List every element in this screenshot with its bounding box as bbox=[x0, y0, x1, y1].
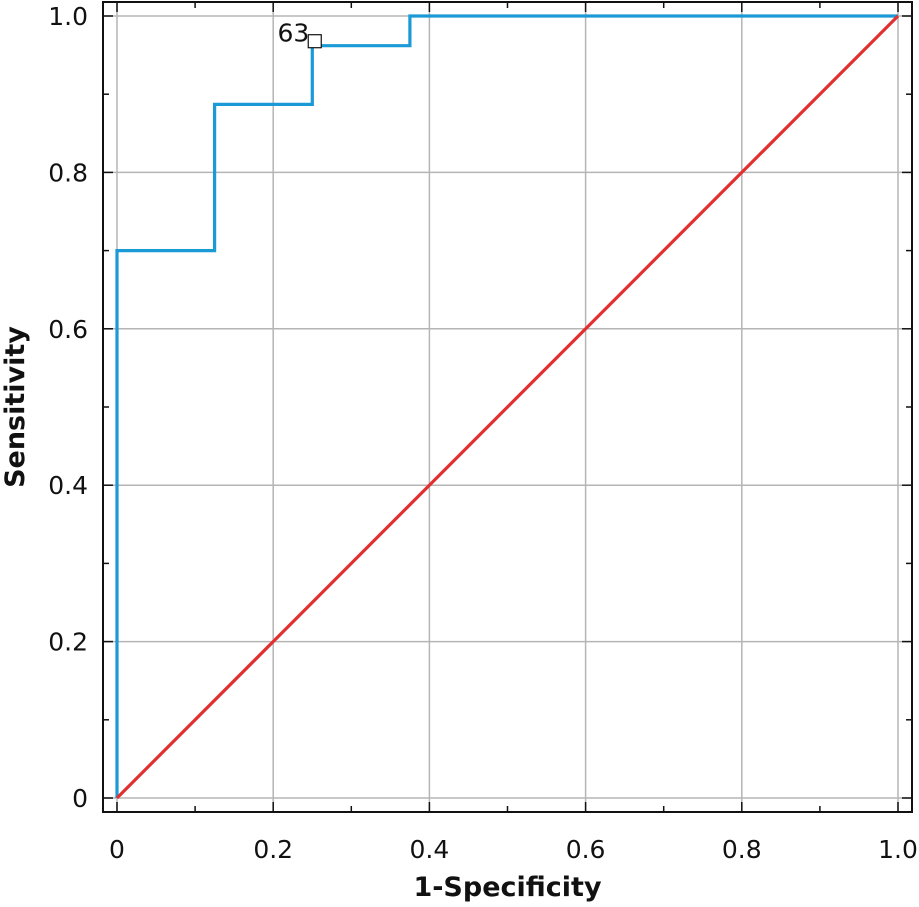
cutoff-label: 63 bbox=[277, 19, 309, 48]
plot-frame bbox=[102, 1, 913, 813]
y-tick-label: 0.2 bbox=[48, 628, 88, 657]
y-tick-labels: 0 0.2 0.4 0.6 0.8 1.0 bbox=[48, 2, 88, 813]
x-tick-label: 0.8 bbox=[722, 835, 762, 864]
y-tick-label: 0 bbox=[72, 784, 88, 813]
x-tick-labels: 0 0.2 0.4 0.6 0.8 1.0 bbox=[109, 835, 918, 864]
x-tick-label: 0.2 bbox=[253, 835, 293, 864]
x-tick-label: 0.4 bbox=[410, 835, 450, 864]
y-tick-label: 0.4 bbox=[48, 471, 88, 500]
x-axis-title: 1-Specificity bbox=[413, 872, 602, 903]
annotations: 63 bbox=[277, 19, 322, 49]
cutoff-marker bbox=[307, 34, 322, 49]
y-tick-label: 0.8 bbox=[48, 158, 88, 187]
y-tick-label: 0.6 bbox=[48, 315, 88, 344]
reference-diagonal bbox=[115, 14, 900, 800]
roc-curve bbox=[115, 14, 898, 798]
grid-lines bbox=[103, 2, 912, 812]
series-lines bbox=[115, 14, 900, 800]
y-axis-title: Sensitivity bbox=[0, 326, 31, 488]
axis-ticks bbox=[103, 2, 912, 812]
y-tick-label: 1.0 bbox=[48, 2, 88, 31]
x-tick-label: 1.0 bbox=[878, 835, 918, 864]
x-tick-label: 0.6 bbox=[566, 835, 606, 864]
x-tick-label: 0 bbox=[109, 835, 125, 864]
